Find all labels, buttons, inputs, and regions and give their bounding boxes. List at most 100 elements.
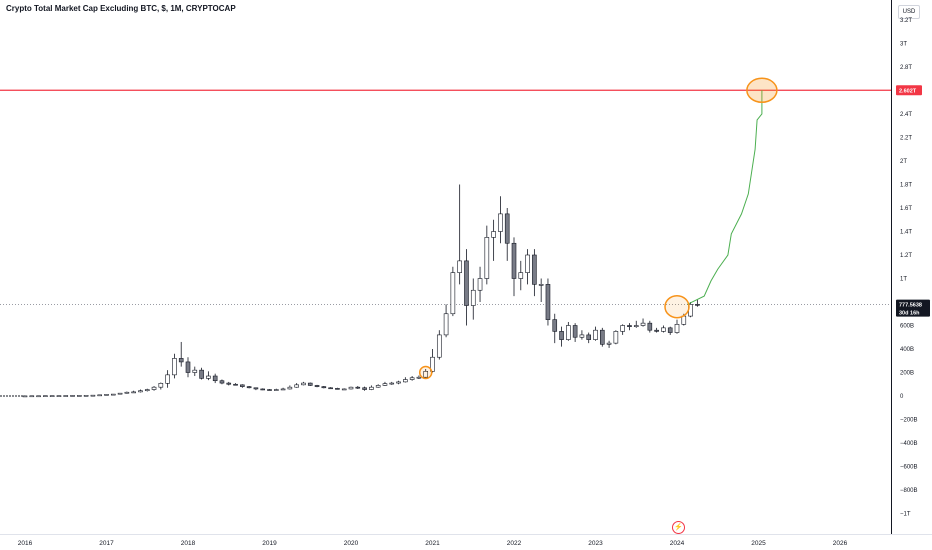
candle-body	[450, 272, 456, 315]
price-tick-label: −600B	[900, 465, 918, 471]
candle-body	[538, 284, 544, 286]
price-tick-label: 1.4T	[900, 230, 912, 236]
candle-body	[470, 289, 476, 306]
candle-body	[572, 325, 578, 338]
candle-body	[484, 237, 490, 279]
candle-body	[348, 386, 354, 390]
candle-body	[117, 392, 123, 395]
resistance-price-tag	[896, 85, 922, 96]
candle-body	[498, 213, 503, 232]
price-tick-label: 200B	[900, 371, 914, 377]
price-tags: 2.602T 777.5638 30d 16h	[896, 85, 930, 317]
candle-body	[110, 393, 116, 396]
candle-body	[647, 322, 653, 331]
candle-body	[511, 242, 517, 279]
candle-body	[151, 386, 157, 390]
candle-body	[212, 375, 218, 382]
candle-body	[172, 358, 177, 376]
lightning-bolt-icon[interactable]: ⚡	[672, 521, 685, 534]
candle-body	[491, 231, 496, 238]
candle-body	[144, 389, 150, 392]
price-tick-label: 3.2T	[900, 18, 912, 24]
candle-body	[341, 388, 347, 391]
candle-body	[667, 327, 673, 333]
candle-body	[328, 387, 333, 390]
price-axis-labels: −1T −800B −600B −400B −200B 0 200B 400B 600B 1T 1.…	[900, 18, 918, 518]
candle-body	[22, 395, 28, 398]
projection-group	[686, 90, 763, 305]
time-tick-label: 2023	[588, 540, 603, 547]
candle-body	[599, 329, 605, 345]
candle-body	[382, 383, 388, 386]
candle-body	[457, 260, 462, 273]
highlights-group	[418, 77, 778, 380]
highlight-circle	[746, 77, 778, 104]
candle-body	[158, 383, 164, 388]
currency-button[interactable]: USD	[898, 5, 920, 19]
price-tick-label: 1.6T	[900, 206, 912, 212]
candle-body	[640, 322, 646, 326]
candle-body	[301, 382, 306, 386]
candle-body	[504, 213, 510, 244]
candle-body	[586, 334, 592, 340]
candle-body	[83, 394, 89, 397]
candle-body	[545, 284, 551, 320]
candle-body	[423, 371, 429, 378]
candle-body	[477, 278, 483, 291]
candle-body	[613, 331, 619, 344]
candle-body	[280, 388, 286, 391]
candle-body	[396, 381, 401, 384]
candle-body	[29, 395, 35, 398]
candle-body	[43, 395, 48, 397]
candle-body	[532, 254, 537, 285]
candle-body	[165, 374, 170, 384]
candle-body	[369, 386, 374, 390]
candle-body	[606, 342, 612, 345]
candle-body	[178, 358, 184, 363]
candle-body	[362, 387, 367, 390]
price-tick-label: 2.2T	[900, 136, 912, 142]
price-tick-label: 1T	[900, 277, 907, 283]
price-axis-line	[891, 0, 892, 534]
candle-body	[579, 334, 585, 338]
candle-body	[36, 395, 41, 398]
time-tick-label: 2025	[751, 540, 766, 547]
candle-body	[77, 395, 82, 397]
candle-body	[409, 377, 415, 380]
price-tick-label: 600B	[900, 324, 914, 330]
candle-body	[355, 386, 361, 389]
candle-body	[566, 325, 571, 340]
time-tick-label: 2017	[99, 540, 114, 547]
current-price-label: 777.5638	[899, 303, 922, 309]
price-tick-label: 2.4T	[900, 112, 912, 118]
price-tick-label: −400B	[900, 441, 918, 447]
candle-body	[654, 329, 659, 332]
time-tick-label: 2018	[181, 540, 196, 547]
price-tick-label: −1T	[900, 512, 911, 518]
candle-body	[633, 325, 639, 327]
time-tick-label: 2021	[425, 540, 440, 547]
candle-body	[661, 327, 666, 332]
candle-body	[138, 390, 143, 393]
candle-body	[49, 395, 55, 397]
candle-body	[559, 331, 564, 340]
time-tick-label: 2016	[18, 540, 33, 547]
price-tick-label: 0	[900, 394, 904, 400]
resistance-price-label: 2.602T	[899, 88, 917, 94]
candle-body	[335, 388, 340, 390]
candle-body	[525, 254, 530, 273]
candle-body	[124, 391, 130, 394]
highlight-circle	[664, 294, 690, 319]
time-axis-line	[0, 534, 932, 535]
candle-body	[267, 389, 272, 391]
candle-body	[56, 395, 62, 397]
candle-body	[246, 386, 252, 389]
candle-body	[627, 325, 632, 327]
candle-body	[206, 375, 211, 379]
price-tick-label: −200B	[900, 418, 918, 424]
candle-body	[253, 387, 259, 390]
candle-body	[430, 356, 435, 372]
time-tick-label: 2020	[344, 540, 359, 547]
chart-title: Crypto Total Market Cap Excluding BTC, $…	[6, 4, 236, 13]
